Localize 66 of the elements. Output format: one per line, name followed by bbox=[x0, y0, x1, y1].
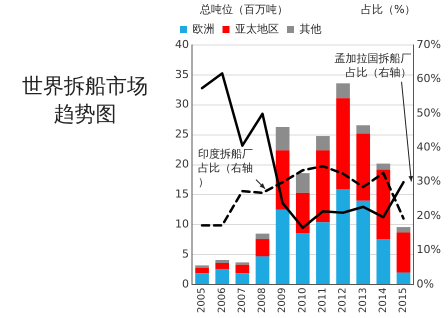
bar bbox=[356, 125, 370, 134]
bar bbox=[316, 150, 330, 222]
bar bbox=[396, 272, 410, 284]
x-tick-label: 2014 bbox=[378, 288, 389, 314]
annotation: 印度拆船厂占比（右轴） bbox=[198, 148, 253, 189]
y2-tick-label: 10% bbox=[416, 243, 442, 256]
bar bbox=[195, 265, 209, 268]
bar bbox=[276, 127, 290, 150]
x-tick-label: 2006 bbox=[216, 288, 228, 314]
y2-tick-label: 70% bbox=[416, 38, 442, 51]
bar bbox=[215, 262, 230, 269]
y2-axis-title: 占比（%） bbox=[361, 3, 416, 16]
bar bbox=[236, 264, 250, 274]
bar bbox=[256, 239, 270, 256]
x-tick-label: 2011 bbox=[318, 288, 329, 314]
y-tick-label: 10 bbox=[174, 218, 189, 231]
bar bbox=[276, 210, 290, 284]
y-tick-label: 35 bbox=[174, 68, 189, 81]
text: 世界拆船市场趋势图 bbox=[21, 73, 149, 128]
legend-label: 其他 bbox=[300, 22, 322, 36]
bar bbox=[296, 173, 310, 193]
x-tick-label: 2015 bbox=[398, 288, 410, 314]
y2-tick-label: 30% bbox=[416, 174, 442, 188]
bar bbox=[215, 268, 230, 284]
bar bbox=[376, 239, 390, 284]
x-tick-label: 2013 bbox=[358, 288, 369, 314]
bar bbox=[195, 268, 209, 274]
bar bbox=[336, 83, 350, 98]
bar bbox=[336, 98, 350, 190]
legend-label: 欧洲 bbox=[192, 22, 214, 36]
y-tick-label: 40 bbox=[174, 38, 189, 51]
y-tick-label: 25 bbox=[174, 128, 189, 141]
bar bbox=[256, 234, 270, 240]
y2-tick-label: 20% bbox=[416, 208, 442, 222]
bar bbox=[316, 222, 330, 284]
bar bbox=[296, 233, 310, 284]
bar bbox=[356, 134, 370, 201]
bar bbox=[376, 164, 390, 170]
x-tick-label: 2007 bbox=[236, 288, 248, 314]
y2-tick-label: 60% bbox=[416, 72, 442, 86]
y2-tick-label: 50% bbox=[416, 106, 442, 120]
x-tick-label: 2008 bbox=[257, 288, 268, 314]
bar bbox=[256, 256, 270, 284]
bar bbox=[236, 262, 250, 265]
x-tick-label: 2009 bbox=[277, 288, 288, 314]
bar bbox=[215, 260, 230, 263]
y-tick-label: 20 bbox=[174, 158, 189, 171]
y2-tick-label: 40% bbox=[416, 140, 442, 154]
annotation: 孟加拉国拆船厂占比（右轴） bbox=[334, 52, 412, 79]
bar bbox=[396, 227, 410, 232]
legend-label: 亚太地区 bbox=[235, 22, 279, 36]
bar bbox=[195, 273, 209, 284]
x-tick-label: 2012 bbox=[338, 288, 349, 314]
bar bbox=[316, 136, 330, 150]
y2-tick-label: 0% bbox=[416, 277, 434, 290]
bar bbox=[236, 273, 250, 284]
x-tick-label: 2005 bbox=[196, 288, 208, 314]
y-tick-label: 15 bbox=[174, 188, 189, 201]
bar bbox=[336, 189, 350, 284]
x-tick-label: 2010 bbox=[297, 288, 308, 314]
y-axis-title: 总吨位（百万吨） bbox=[198, 3, 288, 16]
y-tick-label: 30 bbox=[174, 98, 189, 111]
y-tick-label: 0 bbox=[182, 277, 189, 290]
y-tick-label: 5 bbox=[182, 247, 189, 260]
bar bbox=[396, 232, 410, 273]
bar bbox=[356, 200, 370, 284]
